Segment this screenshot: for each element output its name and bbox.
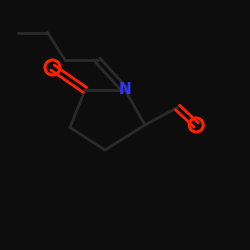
Text: N: N bbox=[119, 82, 132, 98]
